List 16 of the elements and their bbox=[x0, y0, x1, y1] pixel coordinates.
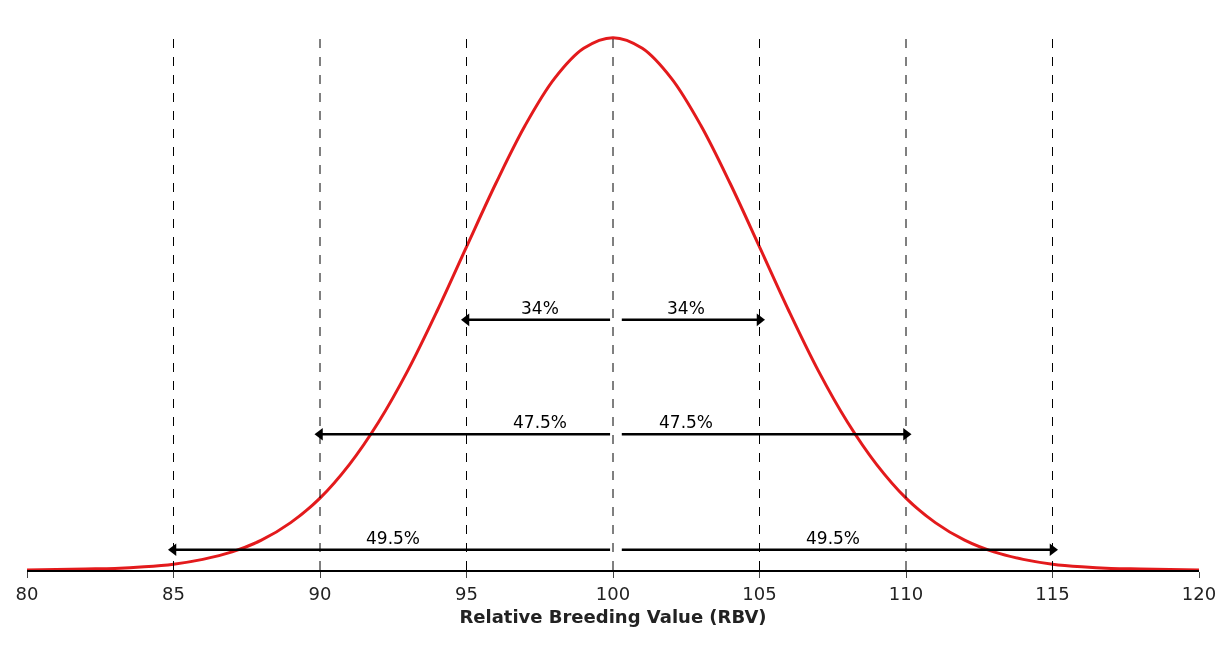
annotation: 34% bbox=[521, 298, 559, 318]
annotation: 34% bbox=[667, 298, 705, 318]
x-tick-label: 115 bbox=[1035, 582, 1070, 604]
x-tick-label: 100 bbox=[595, 582, 631, 604]
x-tick-label: 95 bbox=[455, 582, 478, 604]
annotation: 49.5% bbox=[366, 528, 421, 548]
x-tick-label: 110 bbox=[888, 582, 924, 604]
annotation: 47.5% bbox=[513, 412, 568, 432]
x-tick-label: 80 bbox=[15, 582, 39, 604]
annotation: 47.5% bbox=[659, 412, 714, 432]
annotation: 49.5% bbox=[806, 528, 861, 548]
x-tick-label: 105 bbox=[742, 582, 777, 604]
x-tick-label: 85 bbox=[162, 582, 185, 604]
x-axis-title: Relative Breeding Value (RBV) bbox=[459, 606, 767, 628]
x-tick-label: 90 bbox=[308, 582, 332, 604]
x-tick-label: 120 bbox=[1181, 582, 1217, 604]
